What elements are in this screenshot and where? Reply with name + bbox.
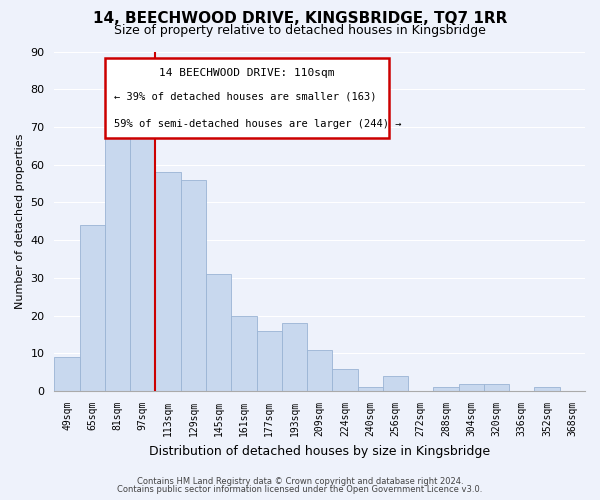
Text: 59% of semi-detached houses are larger (244) →: 59% of semi-detached houses are larger (…	[115, 119, 402, 129]
Bar	[55, 357, 80, 391]
Bar	[181, 180, 206, 391]
FancyBboxPatch shape	[105, 58, 389, 138]
Text: 14, BEECHWOOD DRIVE, KINGSBRIDGE, TQ7 1RR: 14, BEECHWOOD DRIVE, KINGSBRIDGE, TQ7 1R…	[93, 11, 507, 26]
Bar	[80, 225, 105, 391]
Bar	[307, 350, 332, 391]
Bar	[155, 172, 181, 391]
Bar	[358, 388, 383, 391]
Y-axis label: Number of detached properties: Number of detached properties	[15, 134, 25, 309]
Bar	[433, 388, 458, 391]
Text: 14 BEECHWOOD DRIVE: 110sqm: 14 BEECHWOOD DRIVE: 110sqm	[159, 68, 334, 78]
Bar	[206, 274, 231, 391]
Bar	[105, 131, 130, 391]
Bar	[484, 384, 509, 391]
Text: Contains HM Land Registry data © Crown copyright and database right 2024.: Contains HM Land Registry data © Crown c…	[137, 477, 463, 486]
Bar	[383, 376, 408, 391]
Text: Size of property relative to detached houses in Kingsbridge: Size of property relative to detached ho…	[114, 24, 486, 37]
Text: ← 39% of detached houses are smaller (163): ← 39% of detached houses are smaller (16…	[115, 92, 377, 102]
X-axis label: Distribution of detached houses by size in Kingsbridge: Distribution of detached houses by size …	[149, 444, 490, 458]
Bar	[332, 368, 358, 391]
Bar	[130, 127, 155, 391]
Bar	[282, 324, 307, 391]
Text: Contains public sector information licensed under the Open Government Licence v3: Contains public sector information licen…	[118, 484, 482, 494]
Bar	[231, 316, 257, 391]
Bar	[257, 331, 282, 391]
Bar	[535, 388, 560, 391]
Bar	[458, 384, 484, 391]
